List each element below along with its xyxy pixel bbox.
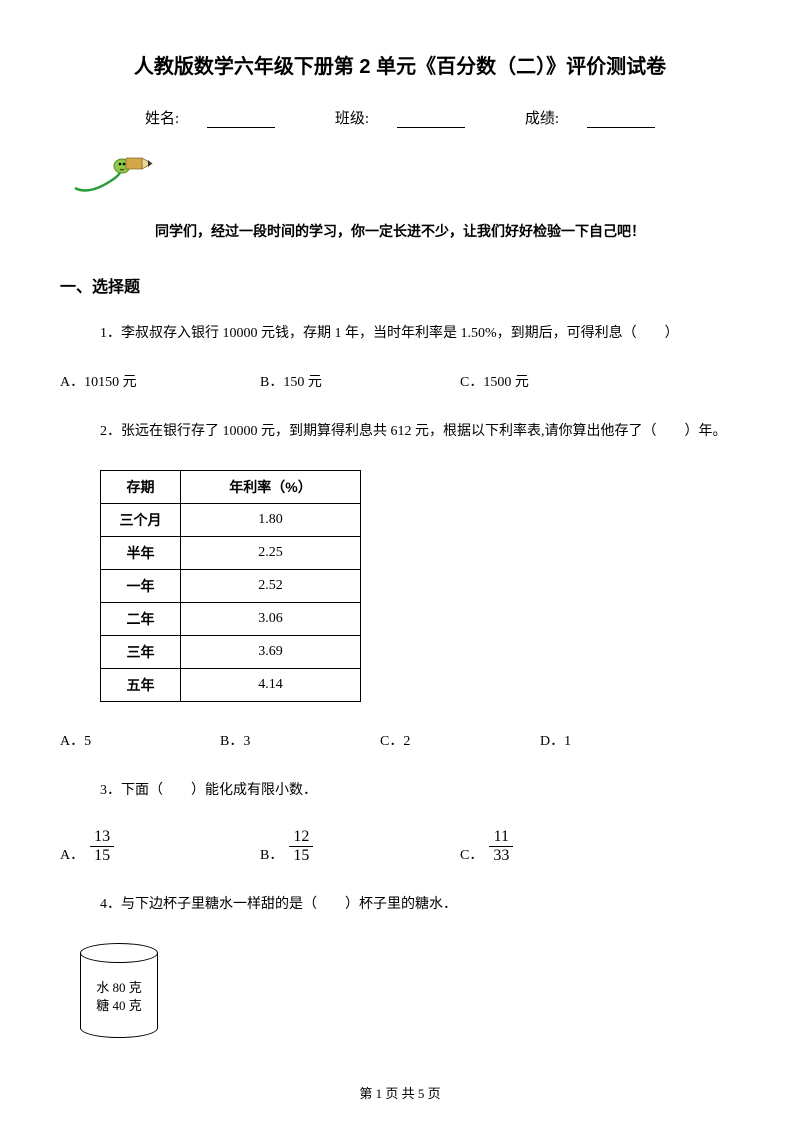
question-4: 4．与下边杯子里糖水一样甜的是（ ）杯子里的糖水． [60, 894, 740, 916]
pencil-mascot-icon [70, 148, 740, 203]
page-footer: 第 1 页 共 5 页 [0, 1083, 800, 1102]
cylinder-label: 水 80 克 糖 40 克 [80, 979, 158, 1015]
table-cell: 2.52 [181, 569, 361, 602]
table-cell: 1.80 [181, 503, 361, 536]
table-header-rate: 年利率（%） [181, 470, 361, 503]
name-label: 姓名: [131, 111, 289, 127]
table-cell: 三个月 [101, 503, 181, 536]
table-cell: 五年 [101, 668, 181, 701]
table-cell: 3.69 [181, 635, 361, 668]
rate-table-wrap: 存期 年利率（%） 三个月1.80 半年2.25 一年2.52 二年3.06 三… [60, 470, 740, 702]
table-cell: 3.06 [181, 602, 361, 635]
encourage-text: 同学们，经过一段时间的学习，你一定长进不少，让我们好好检验一下自己吧！ [60, 221, 740, 241]
question-3-options: A． 1315 B． 1215 C． 1133 [60, 828, 740, 864]
rate-table: 存期 年利率（%） 三个月1.80 半年2.25 一年2.52 二年3.06 三… [100, 470, 361, 702]
q2-option-c: C．2 [380, 730, 540, 750]
table-cell: 半年 [101, 536, 181, 569]
table-header-period: 存期 [101, 470, 181, 503]
table-cell: 三年 [101, 635, 181, 668]
q3-option-b: B． 1215 [260, 828, 460, 864]
section-1-title: 一、选择题 [60, 273, 740, 297]
score-label: 成绩: [511, 111, 669, 127]
cylinder-diagram: 水 80 克 糖 40 克 [60, 943, 740, 1038]
question-3: 3．下面（ ）能化成有限小数． [60, 780, 740, 802]
q1-option-b: B．150 元 [260, 371, 460, 391]
table-cell: 二年 [101, 602, 181, 635]
question-1: 1．李叔叔存入银行 10000 元钱，存期 1 年，当时年利率是 1.50%，到… [60, 323, 740, 345]
student-info-line: 姓名: 班级: 成绩: [60, 107, 740, 128]
q3-option-c: C． 1133 [460, 828, 660, 864]
table-cell: 一年 [101, 569, 181, 602]
question-2-options: A．5 B．3 C．2 D．1 [60, 730, 740, 750]
q2-option-d: D．1 [540, 730, 700, 750]
q1-option-c: C．1500 元 [460, 371, 660, 391]
q3-option-a: A． 1315 [60, 828, 260, 864]
question-2: 2．张远在银行存了 10000 元，到期算得利息共 612 元，根据以下利率表,… [60, 421, 740, 443]
class-label: 班级: [321, 111, 479, 127]
q2-option-b: B．3 [220, 730, 380, 750]
table-cell: 4.14 [181, 668, 361, 701]
q1-option-a: A．10150 元 [60, 371, 260, 391]
question-1-options: A．10150 元 B．150 元 C．1500 元 [60, 371, 740, 391]
table-cell: 2.25 [181, 536, 361, 569]
q2-option-a: A．5 [60, 730, 220, 750]
page-title: 人教版数学六年级下册第 2 单元《百分数（二）》评价测试卷 [60, 50, 740, 79]
